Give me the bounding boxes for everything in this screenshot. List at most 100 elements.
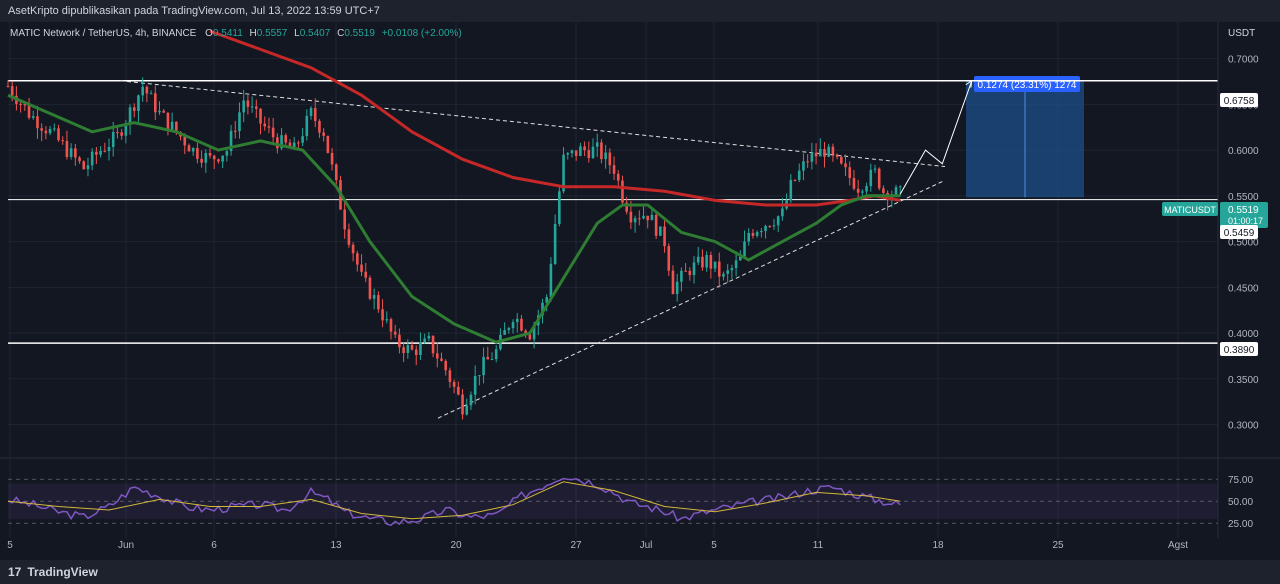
x-tick-label: Jun bbox=[118, 540, 134, 551]
rsi-panel: 75.00 50.00 25.00 bbox=[7, 475, 1253, 530]
candle-body bbox=[238, 112, 241, 132]
candle-body bbox=[545, 297, 549, 303]
candle-body bbox=[204, 153, 208, 163]
currency-label: USDT bbox=[1228, 28, 1255, 39]
candle-body bbox=[158, 110, 161, 113]
candle-body bbox=[360, 264, 363, 272]
candle-body bbox=[717, 261, 721, 277]
candle-body bbox=[36, 116, 39, 129]
candle-body bbox=[23, 103, 27, 106]
last-price-tag: 0.5519 bbox=[1228, 205, 1259, 216]
candle-body bbox=[107, 147, 111, 151]
candle-body bbox=[52, 128, 56, 130]
candle-body bbox=[255, 106, 258, 109]
legend-l-value: 0.5407 bbox=[300, 28, 331, 39]
candle-body bbox=[701, 256, 704, 268]
candle-body bbox=[781, 208, 784, 217]
horizontal-levels bbox=[8, 79, 1218, 344]
candle-body bbox=[368, 277, 372, 299]
x-tick-label: 6 bbox=[211, 540, 217, 551]
candle-body bbox=[457, 386, 460, 395]
candle-body bbox=[444, 360, 448, 371]
candle-body bbox=[848, 167, 852, 179]
x-tick-label: 18 bbox=[932, 540, 944, 551]
x-tick-label: 11 bbox=[813, 540, 824, 551]
candle-body bbox=[734, 260, 738, 269]
candle-body bbox=[654, 214, 658, 236]
candle-body bbox=[638, 218, 641, 220]
candle-body bbox=[684, 270, 687, 272]
candle-body bbox=[145, 86, 149, 94]
candle-body bbox=[364, 271, 368, 278]
candle-body bbox=[99, 150, 102, 155]
candle-body bbox=[566, 153, 570, 155]
candle-body bbox=[486, 356, 490, 360]
rsi-band bbox=[8, 483, 1218, 519]
x-tick-label: 27 bbox=[570, 540, 582, 551]
tradingview-logo-icon: 17 bbox=[8, 565, 22, 579]
candle-body bbox=[246, 100, 250, 107]
footer: 17 TradingView bbox=[0, 560, 1280, 584]
candle-body bbox=[82, 161, 86, 170]
candle-body bbox=[882, 188, 885, 193]
legend-c-label: C bbox=[337, 28, 344, 39]
candle-body bbox=[103, 150, 107, 152]
candle-body bbox=[650, 214, 654, 221]
candle-body bbox=[747, 232, 751, 242]
candle-body bbox=[448, 370, 452, 382]
candle-body bbox=[659, 226, 662, 236]
candle-body bbox=[629, 211, 633, 223]
candle-body bbox=[621, 180, 624, 203]
candle-body bbox=[515, 318, 519, 323]
candle-body bbox=[393, 331, 397, 335]
candle-body bbox=[435, 353, 439, 359]
candle-body bbox=[579, 146, 582, 156]
candle-body bbox=[806, 161, 809, 163]
countdown-tag: 01:00:17 bbox=[1228, 216, 1263, 226]
x-tick-label: 13 bbox=[330, 540, 342, 551]
candle-body bbox=[494, 349, 498, 360]
moving-averages bbox=[7, 29, 901, 344]
candle-body bbox=[292, 142, 296, 148]
candle-body bbox=[406, 345, 410, 353]
y-tick-label: 0.3500 bbox=[1228, 375, 1259, 386]
candle-body bbox=[297, 142, 300, 144]
candle-body bbox=[755, 232, 759, 236]
candle-body bbox=[852, 178, 856, 189]
candle-body bbox=[427, 335, 431, 339]
candle-body bbox=[625, 202, 628, 212]
candle-body bbox=[132, 107, 136, 111]
candle-body bbox=[128, 107, 132, 125]
candle-body bbox=[814, 152, 818, 157]
candle-body bbox=[27, 105, 31, 118]
candle-body bbox=[389, 319, 393, 332]
candle-body bbox=[574, 150, 578, 156]
support-mid-tag: 0.5459 bbox=[1224, 228, 1255, 239]
candle-body bbox=[326, 135, 330, 153]
candle-body bbox=[675, 281, 679, 295]
candle-body bbox=[233, 130, 237, 132]
candle-body bbox=[612, 165, 616, 174]
legend-h-value: 0.5557 bbox=[257, 28, 288, 39]
candle-body bbox=[196, 148, 199, 159]
candle-body bbox=[894, 187, 898, 196]
candle-body bbox=[305, 115, 309, 137]
candle-body bbox=[347, 229, 351, 245]
legend-o-value: 0.5411 bbox=[213, 28, 243, 39]
candle-body bbox=[520, 318, 523, 331]
candle-body bbox=[739, 256, 742, 261]
legend-change: +0.0108 (+2.00%) bbox=[382, 28, 462, 39]
projection-line bbox=[899, 80, 973, 195]
candle-body bbox=[301, 136, 304, 143]
candle-body bbox=[642, 215, 645, 219]
tradingview-brand[interactable]: 17 TradingView bbox=[8, 565, 98, 579]
candle-body bbox=[372, 295, 376, 299]
axes: USDT 0.70000.65000.60000.55000.50000.450… bbox=[0, 22, 1280, 551]
price-chart[interactable]: 0.1274 (23.31%) 1274 MATIC Network / Tet… bbox=[0, 22, 1280, 560]
candle-body bbox=[558, 191, 561, 224]
candle-body bbox=[217, 159, 220, 162]
candle-body bbox=[271, 127, 275, 138]
candle-body bbox=[334, 164, 338, 181]
candle-body bbox=[743, 241, 746, 257]
candle-body bbox=[351, 244, 355, 254]
